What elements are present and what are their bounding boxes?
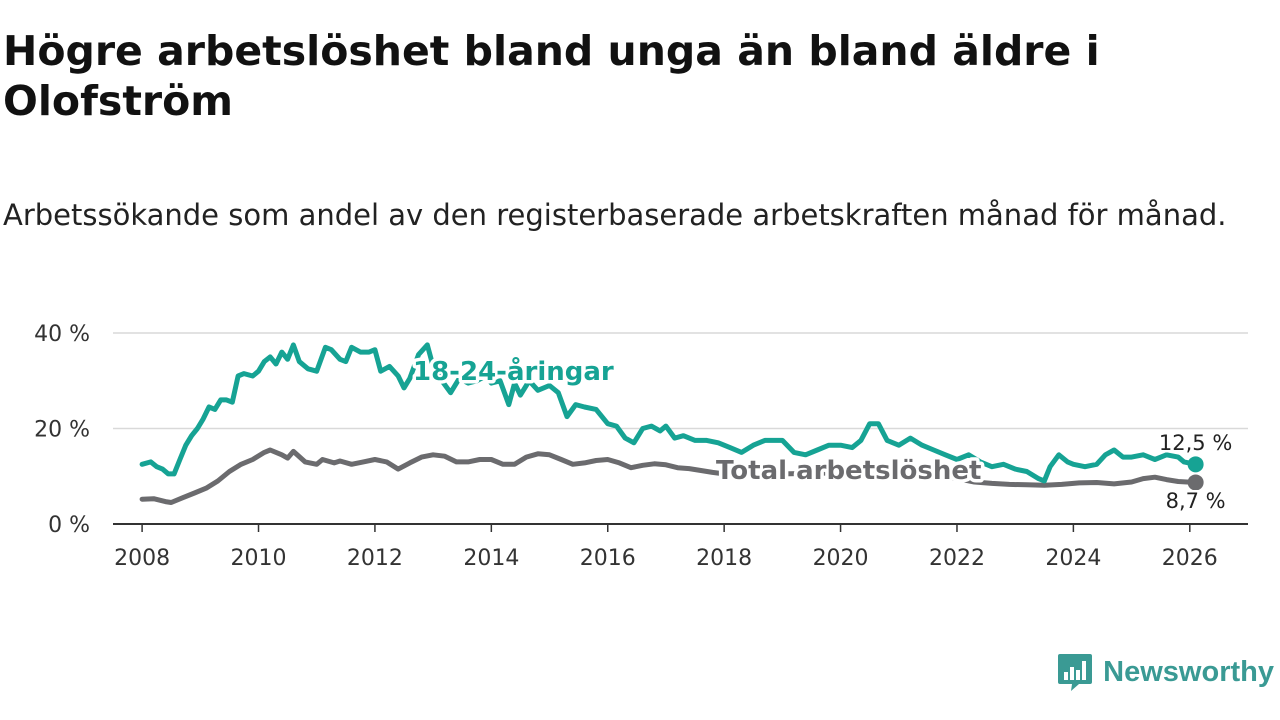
chart-subtitle: Arbetssökande som andel av den registerb… [3, 198, 1227, 232]
series-18-24-line [139, 342, 1199, 484]
y-tick-label-0: 0 % [48, 513, 90, 538]
x-tick-label-2008: 2008 [114, 546, 170, 571]
x-tick-label-2012: 2012 [347, 546, 403, 571]
x-tick-label-2026: 2026 [1162, 546, 1218, 571]
series-labels: 18-24-åringar Total arbetslöshet 12,5 % 8,7… [410, 352, 1235, 516]
series-total-line [139, 447, 1199, 505]
series-label-total: Total arbetslöshet [716, 456, 981, 486]
grid-lines [113, 332, 1248, 430]
x-tick-label-2022: 2022 [929, 546, 985, 571]
axes: 0 % 20 % 40 % 2008 2010 2012 2014 2016 2018 2020 2… [34, 322, 1248, 571]
series-18-24-end-point [1187, 456, 1204, 473]
end-value-total: 8,7 % [1166, 489, 1226, 513]
y-tick-label-20: 20 % [34, 418, 90, 443]
bar-chart-speech-bubble-icon [1058, 654, 1093, 691]
x-tick-label-2024: 2024 [1045, 546, 1101, 571]
x-tick-label-2014: 2014 [463, 546, 519, 571]
series-lines [139, 342, 1204, 505]
newsworthy-logo: Newsworthy [1057, 652, 1274, 692]
y-tick-label-40: 40 % [34, 322, 90, 347]
series-total-end-point [1187, 474, 1204, 491]
x-tick-label-2020: 2020 [813, 546, 869, 571]
brand-name: Newsworthy [1103, 655, 1274, 688]
end-value-18-24: 12,5 % [1159, 431, 1232, 455]
series-label-18-24: 18-24-åringar [413, 355, 614, 387]
x-tick-label-2010: 2010 [231, 546, 287, 571]
x-tick-label-2016: 2016 [580, 546, 636, 571]
x-tick-label-2018: 2018 [696, 546, 752, 571]
page-title: Högre arbetslöshet bland unga än bland ä… [3, 27, 1100, 125]
